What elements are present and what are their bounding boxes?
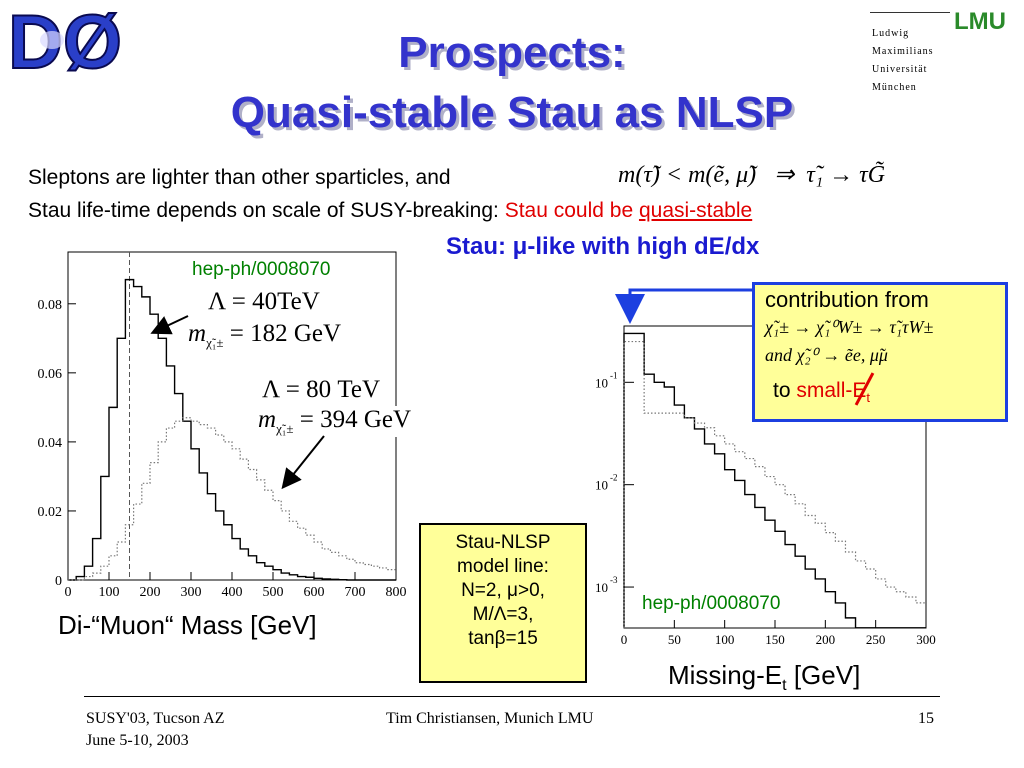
lifetime-text: Stau life-time depends on scale of SUSY-… <box>28 199 499 222</box>
mu-symbol: μ <box>512 233 528 260</box>
histogram-series-2 <box>68 417 396 581</box>
dimuon-mass-histogram: 0 100 200 300 400 500 600 700 800 0 0.02 0.04 0.06 0.… <box>38 251 407 598</box>
small-et-text: small-Et <box>796 372 875 406</box>
y-tick-label: 0.04 <box>38 436 63 451</box>
title-line-2: Quasi-stable Stau as NLSP <box>230 88 794 137</box>
annotation-mass-182: mχ̃₁± = 182 GeV <box>188 320 342 351</box>
x-tick-label: 600 <box>304 585 325 598</box>
footer-page-number: 15 <box>918 710 934 727</box>
left-plot-reference: hep-ph/0008070 <box>192 259 331 280</box>
annotation-mass-394: mχ̃₁± = 394 GeV <box>258 406 412 437</box>
y-tick-label: 10 <box>595 375 608 390</box>
x-tick-label: 0 <box>65 585 72 598</box>
contribution-box: contribution from χ̃₁± → χ̃₁⁰W± → τ̃₁τW±… <box>752 282 1008 422</box>
mass-value-394: = 394 GeV <box>299 406 412 433</box>
y-tick-exponent: -2 <box>610 473 618 483</box>
title-line-1: Prospects: <box>398 28 626 77</box>
quasi-stable-underlined: quasi-stable <box>638 199 753 222</box>
arrow-lambda-40 <box>150 315 189 335</box>
right-plot-xlabel: Missing-Et [GeV] <box>668 660 860 695</box>
dzero-logo: DØ <box>6 0 162 86</box>
y-tick-label: 0.02 <box>38 505 63 520</box>
contribution-decay-2: and χ̃₂⁰ → ẽe, μ̃μ <box>765 345 888 365</box>
x-tick-label: 200 <box>816 632 836 647</box>
y-tick-label: 0.08 <box>38 298 63 313</box>
xlabel-tail: [GeV] <box>786 660 861 690</box>
right-plot-reference: hep-ph/0008070 <box>642 593 781 614</box>
x-tick-label: 500 <box>263 585 284 598</box>
small-et-sub: t <box>866 390 870 406</box>
line-sleptons: Sleptons are lighter than other sparticl… <box>28 166 451 189</box>
x-tick-label: 400 <box>222 585 243 598</box>
y-tick-exponent: -3 <box>610 575 618 585</box>
x-tick-label: 300 <box>916 632 936 647</box>
histogram-series-1 <box>68 278 396 581</box>
y-tick-label: 0 <box>55 574 62 589</box>
x-tick-label: 150 <box>765 632 785 647</box>
mass-symbol: m <box>188 320 207 347</box>
left-plot-xlabel: Di-“Muon“ Mass [GeV] <box>58 610 317 640</box>
y-tick-label: 10 <box>595 580 608 595</box>
mass-value-182: = 182 GeV <box>229 320 342 347</box>
model-line-4: M/Λ=3, <box>472 604 534 625</box>
line-lifetime: Stau life-time depends on scale of SUSY-… <box>28 199 752 223</box>
xlabel-main: Missing-E <box>668 660 783 690</box>
arrow-contribution <box>615 288 752 324</box>
annotation-lambda-80: Λ = 80 TeV <box>262 376 381 403</box>
lmu-line-2: Maximilians <box>872 46 934 57</box>
contribution-decay-1: χ̃₁± → χ̃₁⁰W± → τ̃₁τW± <box>765 317 934 337</box>
annotation-lambda-40: Λ = 40TeV <box>208 288 320 315</box>
quasi-stable-text: Stau could be <box>504 199 634 222</box>
x-tick-label: 250 <box>866 632 886 647</box>
stau-decay-formula: m(τ̃) < m(ẽ, μ̃) ⇒ τ̃₁ → τG̃ <box>618 162 886 188</box>
x-tick-label: 300 <box>181 585 202 598</box>
x-tick-label: 100 <box>715 632 735 647</box>
y-tick-label: 10 <box>595 478 608 493</box>
footer-rule <box>84 696 940 697</box>
stau-mu-like-heading: Stau: μ-like with high dE/dx <box>446 233 759 261</box>
footer-conference: SUSY'03, Tucson AZ <box>86 710 225 727</box>
model-line-3: N=2, μ>0, <box>461 580 545 601</box>
histogram-series-1 <box>623 332 926 629</box>
lmu-line-3: Universität <box>872 64 928 75</box>
stau-prefix: Stau: <box>446 233 513 260</box>
lmu-line-1: Ludwig <box>872 28 910 39</box>
footer-author: Tim Christiansen, Munich LMU <box>386 710 594 727</box>
lmu-line-4: München <box>872 82 917 93</box>
y-tick-exponent: -1 <box>610 370 618 380</box>
contribution-title: contribution from <box>765 287 929 312</box>
x-tick-label: 100 <box>99 585 120 598</box>
model-line-5: tanβ=15 <box>468 628 538 649</box>
x-tick-label: 0 <box>621 632 628 647</box>
dzero-logo-graphic: DØ <box>7 0 123 86</box>
chargino-subscript-2: χ̃₁± <box>276 421 294 436</box>
to-text: to <box>773 379 797 402</box>
lmu-logo: LMU Ludwig Maximilians Universität Münch… <box>870 8 1020 98</box>
model-line-2: model line: <box>457 556 549 577</box>
footer-date: June 5-10, 2003 <box>86 732 189 749</box>
x-tick-label: 50 <box>668 632 681 647</box>
dzero-logo-text: DØ <box>8 2 122 80</box>
lmu-mark: LMU <box>954 8 1006 35</box>
model-line-box: Stau-NLSP model line: N=2, μ>0, M/Λ=3, t… <box>419 523 587 683</box>
x-tick-label: 200 <box>140 585 161 598</box>
mass-symbol-2: m <box>258 406 277 433</box>
x-tick-label: 700 <box>345 585 366 598</box>
x-tick-label: 800 <box>386 585 407 598</box>
model-line-1: Stau-NLSP <box>455 532 551 553</box>
y-tick-label: 0.06 <box>38 367 63 382</box>
chargino-subscript: χ̃₁± <box>206 335 224 350</box>
arrow-lambda-80 <box>281 435 325 490</box>
contribution-small-et: to small-Et <box>773 372 875 406</box>
xlabel-sub: t <box>782 677 787 695</box>
stau-suffix: -like with high dE/dx <box>527 233 760 260</box>
